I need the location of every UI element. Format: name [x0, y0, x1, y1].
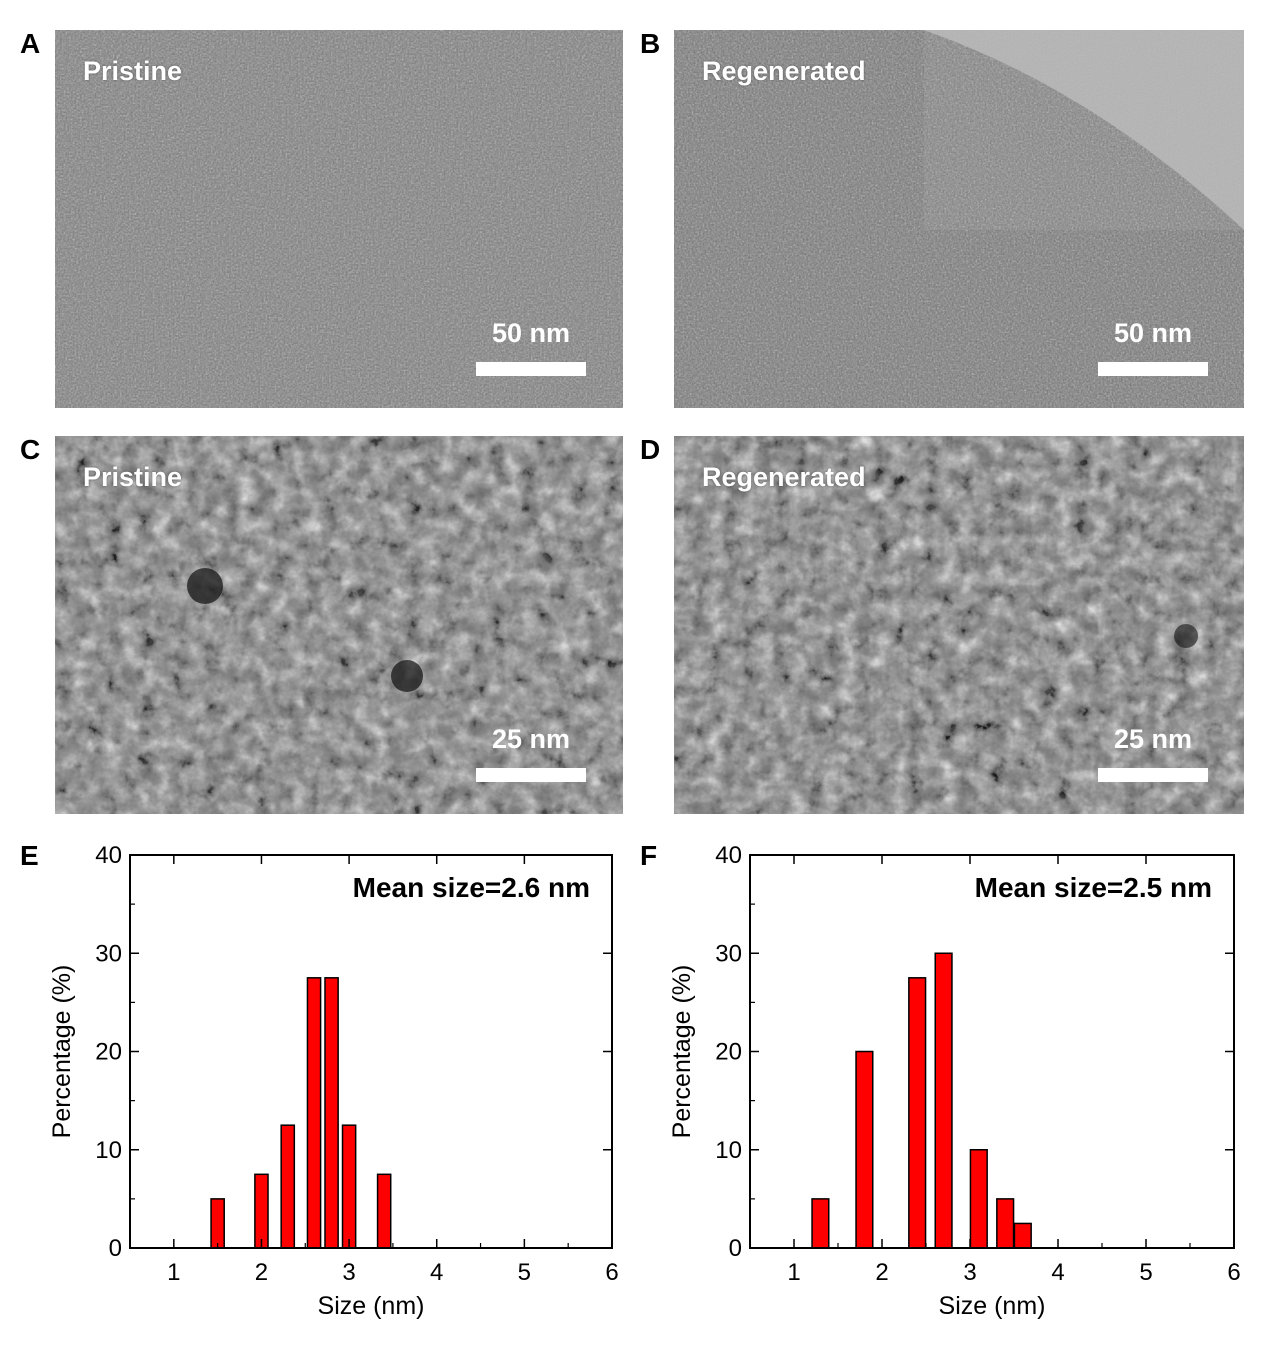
histogram-e-xtick-label-2: 3 [342, 1259, 355, 1286]
histogram-f-xtick-label-2: 3 [963, 1259, 976, 1286]
histogram-f-bar-0 [811, 1198, 830, 1249]
tem-image-b [674, 30, 1244, 408]
scale-bar-a [476, 362, 586, 376]
histogram-e-bar-1 [254, 1173, 269, 1249]
histogram-e-xtick-label-1: 2 [255, 1259, 268, 1286]
histogram-e-xtick-label-5: 6 [605, 1259, 618, 1286]
histogram-f-bar-5 [996, 1198, 1015, 1249]
micrograph-d-label: Regenerated [702, 462, 866, 492]
histogram-e-mean-annotation: Mean size=2.6 nm [353, 872, 590, 903]
micrograph-b: Regenerated 50 nm [674, 30, 1244, 408]
panel-letter-e: E [20, 840, 39, 871]
histogram-e-bar-4 [324, 977, 339, 1249]
histogram-e-bar-2 [280, 1124, 296, 1249]
histogram-f-ylabel: Percentage (%) [668, 965, 696, 1139]
histogram-f-xtick-label-3: 4 [1051, 1259, 1064, 1286]
panel-letter-f: F [640, 840, 658, 871]
scale-bar-b [1098, 362, 1208, 376]
histogram-f-ytick-label-1: 10 [715, 1137, 742, 1164]
histogram-f-bar-4 [969, 1149, 988, 1249]
histogram-e-ytick-label-1: 10 [95, 1137, 122, 1164]
scale-bar-d [1098, 768, 1208, 782]
histogram-e-xtick-label-4: 5 [518, 1259, 531, 1286]
histogram-e: 1 2 3 4 5 6 0 10 20 30 40 Size (nm) Percentage (%) Me… [48, 842, 619, 1320]
histogram-f-xtick-label-1: 2 [875, 1259, 888, 1286]
histogram-f-bar-3 [934, 952, 953, 1249]
histogram-e-xtick-label-3: 4 [430, 1259, 443, 1286]
stem-image-d [674, 436, 1244, 814]
micrograph-a-label: Pristine [83, 56, 183, 86]
histogram-f-xlabel: Size (nm) [939, 1292, 1046, 1320]
histogram-e-ylabel: Percentage (%) [48, 965, 76, 1139]
histogram-f-bar-6 [1013, 1222, 1032, 1249]
micrograph-d: Regenerated 25 nm [674, 436, 1244, 814]
histogram-e-bar-5 [341, 1124, 357, 1249]
histogram-f-frame [749, 854, 1235, 1249]
scale-text-b: 50 nm [1113, 318, 1193, 348]
panel-letter-a: A [20, 28, 41, 59]
micrograph-c: Pristine 25 nm [55, 436, 623, 814]
histogram-f-ytick-label-4: 40 [715, 842, 742, 869]
micrograph-c-label: Pristine [83, 462, 183, 492]
histogram-e-ytick-label-4: 40 [95, 842, 122, 869]
scale-text-c: 25 nm [491, 724, 571, 754]
histogram-e-bar-3 [306, 977, 322, 1249]
histogram-f-ytick-label-0: 0 [729, 1235, 742, 1262]
micrograph-a: Pristine 50 nm [55, 30, 623, 408]
histogram-f-mean-annotation: Mean size=2.5 nm [975, 872, 1212, 903]
histogram-e-bar-0 [210, 1198, 225, 1249]
tem-image-a [55, 30, 623, 408]
histogram-e-bar-6 [376, 1173, 392, 1249]
histogram-f-bar-2 [908, 977, 927, 1249]
scale-text-a: 50 nm [491, 318, 571, 348]
histogram-e-ytick-label-2: 20 [95, 1039, 122, 1066]
histogram-f-xtick-label-4: 5 [1139, 1259, 1152, 1286]
panel-letter-c: C [20, 434, 41, 465]
histogram-f: 1 2 3 4 5 6 0 10 20 30 40 Size (nm) Percentage (%) Me… [668, 842, 1241, 1320]
histogram-e-xlabel: Size (nm) [318, 1292, 425, 1320]
histogram-f-ytick-label-2: 20 [715, 1039, 742, 1066]
histogram-e-frame [129, 854, 613, 1249]
histogram-f-xtick-label-0: 1 [787, 1259, 800, 1286]
panel-letter-b: B [640, 28, 661, 59]
histogram-e-ytick-label-0: 0 [109, 1235, 122, 1262]
micrograph-b-label: Regenerated [702, 56, 866, 86]
scale-bar-c [476, 768, 586, 782]
histogram-f-xtick-label-5: 6 [1227, 1259, 1240, 1286]
panel-letter-d: D [640, 434, 661, 465]
histogram-f-ytick-label-3: 30 [715, 940, 742, 967]
histogram-e-ytick-label-3: 30 [95, 940, 122, 967]
scale-text-d: 25 nm [1113, 724, 1193, 754]
histogram-f-bar-1 [855, 1050, 874, 1249]
stem-image-c [55, 436, 623, 814]
histogram-e-xtick-label-0: 1 [167, 1259, 180, 1286]
